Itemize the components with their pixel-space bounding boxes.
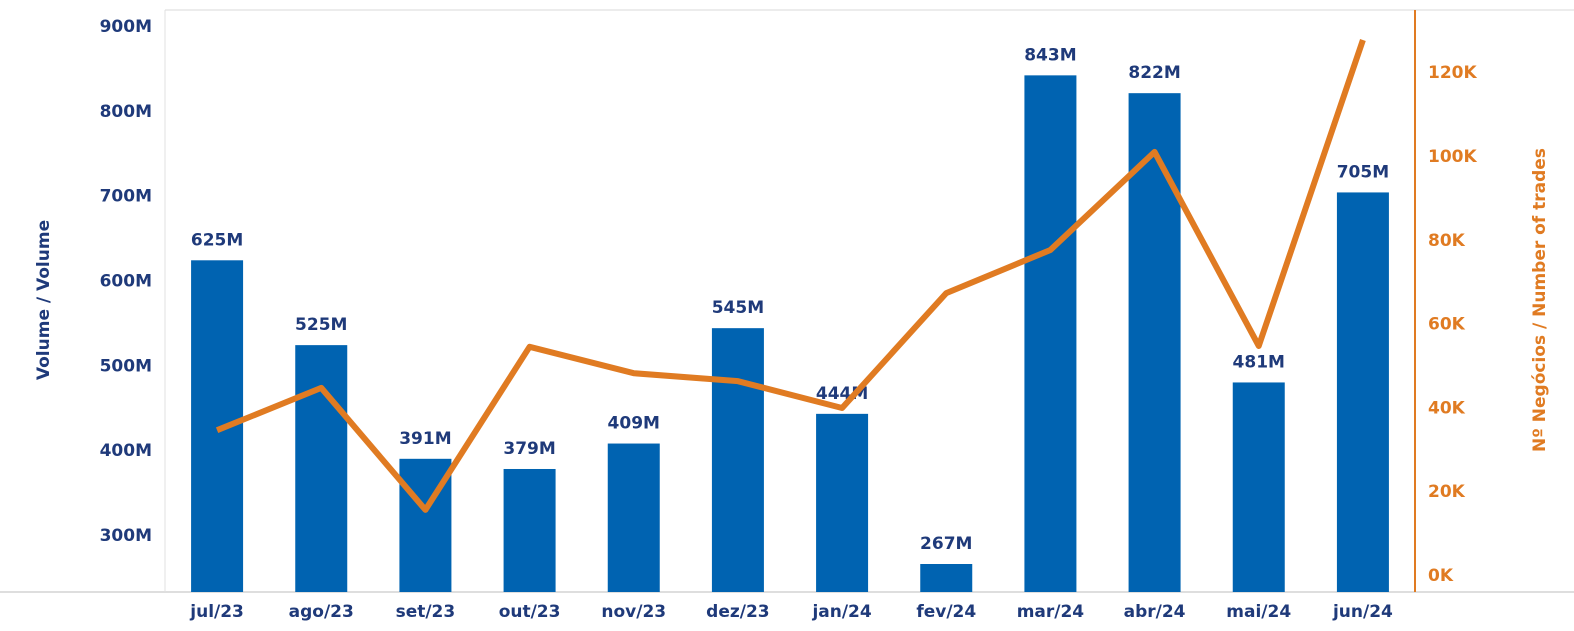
bar — [607, 443, 660, 592]
data-label: 391M — [399, 429, 451, 449]
data-label: 625M — [191, 230, 243, 250]
y2-tick-label: 120K — [1428, 63, 1477, 83]
y-tick-label: 500M — [100, 356, 152, 376]
bar — [503, 468, 556, 592]
y-tick-label: 900M — [100, 17, 152, 37]
data-label: 843M — [1024, 45, 1076, 65]
x-tick-label: ago/23 — [289, 602, 354, 622]
bar — [191, 260, 244, 592]
data-label: 705M — [1337, 162, 1389, 182]
data-label: 525M — [295, 315, 347, 335]
y-tick-label: 300M — [100, 526, 152, 546]
bar — [1336, 192, 1389, 593]
data-label: 267M — [920, 534, 972, 554]
x-tick-label: set/23 — [396, 602, 456, 622]
x-tick-label: jul/23 — [189, 602, 244, 622]
bar — [1024, 75, 1077, 593]
bar — [1128, 93, 1181, 592]
y2-tick-label: 40K — [1428, 398, 1466, 418]
x-tick-label: mai/24 — [1226, 602, 1291, 622]
y-tick-label: 600M — [100, 272, 152, 292]
data-label: 481M — [1233, 352, 1285, 372]
x-tick-label: jun/24 — [1332, 602, 1393, 622]
y-tick-label: 700M — [100, 187, 152, 207]
bar — [295, 345, 348, 592]
data-label: 409M — [608, 414, 660, 434]
data-label: 545M — [712, 298, 764, 318]
bar — [711, 328, 764, 592]
y2-axis-title: Nº Negócios / Number of trades — [1530, 148, 1550, 452]
data-label: 379M — [503, 439, 555, 459]
y2-tick-label: 20K — [1428, 482, 1466, 502]
x-tick-label: abr/24 — [1124, 602, 1186, 622]
x-tick-label: dez/23 — [706, 602, 769, 622]
y2-tick-label: 100K — [1428, 147, 1477, 167]
bar — [816, 413, 869, 592]
y2-tick-label: 80K — [1428, 231, 1466, 251]
y-tick-label: 400M — [100, 441, 152, 461]
y2-tick-label: 0K — [1428, 566, 1454, 586]
x-tick-label: mar/24 — [1017, 602, 1085, 622]
x-tick-label: out/23 — [499, 602, 561, 622]
data-label: 444M — [816, 384, 868, 404]
y-tick-label: 800M — [100, 102, 152, 122]
bar — [920, 564, 973, 592]
x-tick-label: nov/23 — [601, 602, 666, 622]
bar — [1232, 382, 1285, 592]
data-label: 822M — [1128, 63, 1180, 83]
x-tick-label: jan/24 — [811, 602, 871, 622]
x-tick-label: fev/24 — [916, 602, 976, 622]
y-axis-title: Volume / Volume — [34, 220, 54, 380]
y2-tick-label: 60K — [1428, 315, 1466, 335]
line — [215, 39, 1366, 513]
